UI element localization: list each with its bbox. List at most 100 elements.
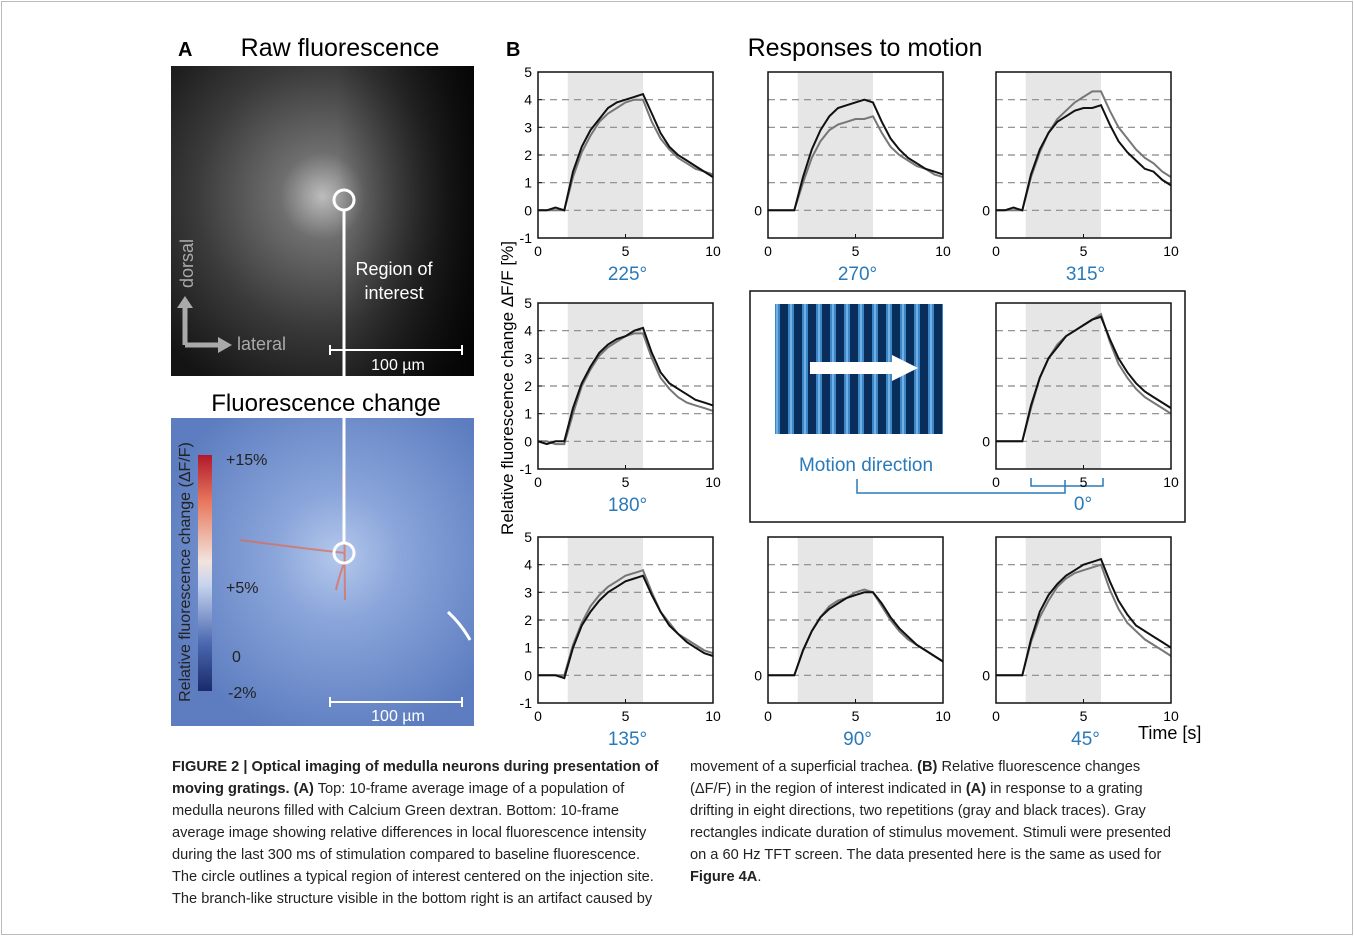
direction-label: 270° <box>838 264 877 285</box>
x-tick-label: 5 <box>622 474 630 490</box>
colorbar-tick: +5% <box>226 580 258 597</box>
y-tick-label: 4 <box>524 92 532 108</box>
roi-circle <box>332 541 356 565</box>
y-tick-label: 0 <box>524 202 532 218</box>
y-tick-label: 2 <box>524 378 532 394</box>
axes-arrow <box>182 305 220 348</box>
y-tick-label: 0 <box>982 202 990 218</box>
panel-title: Responses to motion <box>748 34 983 62</box>
y-tick-label: 3 <box>524 350 532 366</box>
x-tick-label: 0 <box>534 708 542 724</box>
x-tick-label: 10 <box>705 708 721 724</box>
y-tick-label: 3 <box>524 584 532 600</box>
roi-label: Region of <box>355 259 433 279</box>
dorsal-label: dorsal <box>177 239 197 288</box>
x-tick-label: 0 <box>992 474 1000 490</box>
direction-label: 45° <box>1071 729 1100 750</box>
direction-label: 135° <box>608 729 647 750</box>
x-tick-label: 5 <box>1080 243 1088 259</box>
y-tick-label: 0 <box>524 433 532 449</box>
y-tick-label: 0 <box>524 667 532 683</box>
caption-text: (A) <box>293 781 314 797</box>
trachea-artifact <box>446 610 472 641</box>
change-image <box>171 418 474 726</box>
trace <box>538 574 714 680</box>
x-tick-label: 0 <box>764 243 772 259</box>
caption-text: Relative fluorescence changes (ΔF/F) in … <box>690 759 1141 797</box>
arrow-heads <box>177 296 232 353</box>
x-tick-label: 10 <box>1163 243 1179 259</box>
x-axis-label: Time [s] <box>1138 723 1201 743</box>
colorbar-tick: +15% <box>226 452 267 469</box>
caption-text: FIGURE 2 | Optical imaging of medulla ne… <box>172 759 659 797</box>
x-tick-label: 5 <box>622 243 630 259</box>
direction-label: 315° <box>1066 264 1105 285</box>
caption-text: (A) <box>965 781 987 797</box>
motion-arrow-head <box>892 355 918 381</box>
direction-label: 0° <box>1074 494 1092 515</box>
scale-bar <box>329 345 463 355</box>
y-tick-label: 1 <box>524 640 532 656</box>
x-tick-label: 0 <box>534 243 542 259</box>
x-tick-label: 0 <box>992 243 1000 259</box>
y-tick-label: -1 <box>520 695 533 711</box>
colorbar-tick: 0 <box>232 649 241 666</box>
y-tick-label: 4 <box>524 323 532 339</box>
lateral-label: lateral <box>237 334 286 354</box>
x-tick-label: 10 <box>705 474 721 490</box>
trace <box>996 557 1172 677</box>
y-tick-label: 1 <box>524 406 532 422</box>
y-tick-label: -1 <box>520 461 533 477</box>
x-tick-label: 5 <box>1080 474 1088 490</box>
caption-text: Top: 10-frame average image of a populat… <box>172 759 918 907</box>
panel-title: Fluorescence change <box>211 390 440 417</box>
direction-label: 225° <box>608 264 647 285</box>
y-tick-label: 2 <box>524 147 532 163</box>
y-tick-label: 0 <box>754 202 762 218</box>
trace <box>768 591 944 677</box>
caption-text: . <box>757 869 762 885</box>
inset-box <box>749 290 1186 523</box>
caption-text: Figure 4A <box>690 869 758 885</box>
panel-title: Raw fluorescence <box>241 34 440 62</box>
y-tick-label: 4 <box>524 557 532 573</box>
panel-label: A <box>178 39 192 61</box>
trace <box>768 98 944 212</box>
roi-circle <box>332 188 356 212</box>
inset-label: Motion direction <box>799 455 933 476</box>
y-tick-label: 3 <box>524 119 532 135</box>
y-tick-label: 5 <box>524 295 532 311</box>
x-tick-label: 10 <box>705 243 721 259</box>
x-tick-label: 0 <box>764 708 772 724</box>
scale-label: 100 µm <box>371 357 425 374</box>
y-axis-label: Relative fluorescence change ΔF/F [%] <box>498 241 517 535</box>
x-tick-label: 5 <box>622 708 630 724</box>
colorbar-label: Relative fluorescence change (ΔF/F) <box>177 442 194 702</box>
x-tick-label: 10 <box>1163 474 1179 490</box>
y-tick-label: 2 <box>524 612 532 628</box>
caption-text: in response to a grating drifting in eig… <box>690 781 1172 863</box>
trace <box>538 92 714 212</box>
scale-label: 100 µm <box>371 708 425 725</box>
trace <box>537 326 714 446</box>
scale-bar <box>329 697 463 707</box>
y-tick-label: 5 <box>524 64 532 80</box>
x-tick-label: 0 <box>534 474 542 490</box>
y-tick-label: 1 <box>524 175 532 191</box>
direction-label: 90° <box>843 729 872 750</box>
colorbar-tick: -2% <box>228 685 256 702</box>
colorbar <box>198 455 212 691</box>
x-tick-label: 10 <box>935 243 951 259</box>
panel-label: B <box>506 39 520 61</box>
y-tick-label: 0 <box>982 667 990 683</box>
y-tick-label: -1 <box>520 230 533 246</box>
x-tick-label: 10 <box>935 708 951 724</box>
x-tick-label: 5 <box>852 243 860 259</box>
inset-bracket <box>856 478 1104 494</box>
figure: A Raw fluorescence Region of interest do… <box>171 34 1201 750</box>
trace <box>996 315 1172 443</box>
x-tick-label: 5 <box>1080 708 1088 724</box>
direction-label: 180° <box>608 495 647 516</box>
